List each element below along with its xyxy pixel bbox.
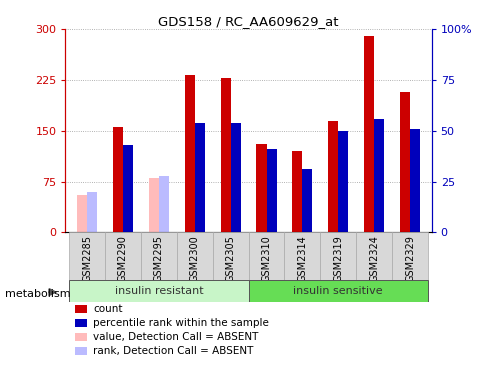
Bar — [338, 131, 348, 232]
Text: GSM2305: GSM2305 — [225, 235, 235, 282]
Bar — [77, 195, 87, 232]
Bar — [105, 232, 140, 280]
Bar — [220, 78, 230, 232]
Bar — [212, 232, 248, 280]
Bar — [374, 119, 383, 232]
Bar — [113, 127, 122, 232]
Text: GSM2295: GSM2295 — [153, 235, 164, 282]
Bar — [284, 232, 320, 280]
Bar — [266, 149, 276, 232]
Text: insulin resistant: insulin resistant — [114, 286, 203, 296]
Bar — [302, 169, 312, 232]
Bar — [69, 280, 248, 302]
Text: GSM2319: GSM2319 — [333, 235, 343, 281]
Text: percentile rank within the sample: percentile rank within the sample — [93, 318, 269, 328]
Text: GSM2285: GSM2285 — [82, 235, 92, 282]
Text: rank, Detection Call = ABSENT: rank, Detection Call = ABSENT — [93, 346, 253, 356]
Text: GSM2300: GSM2300 — [189, 235, 199, 281]
Bar — [328, 121, 338, 232]
Text: GSM2329: GSM2329 — [404, 235, 414, 282]
Bar — [409, 129, 419, 232]
Bar — [363, 36, 374, 232]
Bar — [87, 192, 97, 232]
Bar — [320, 232, 356, 280]
Text: insulin sensitive: insulin sensitive — [293, 286, 382, 296]
Text: value, Detection Call = ABSENT: value, Detection Call = ABSENT — [93, 332, 258, 342]
Bar — [184, 75, 194, 232]
Bar — [392, 232, 427, 280]
Bar — [158, 176, 168, 232]
Bar — [69, 232, 105, 280]
Text: metabolism: metabolism — [5, 289, 70, 299]
Bar — [194, 123, 204, 232]
Bar — [256, 144, 266, 232]
Text: GSM2314: GSM2314 — [297, 235, 307, 281]
Bar — [140, 232, 176, 280]
Bar — [356, 232, 392, 280]
Text: GSM2310: GSM2310 — [261, 235, 271, 281]
Bar — [176, 232, 212, 280]
Bar — [149, 178, 158, 232]
Text: GSM2324: GSM2324 — [368, 235, 378, 282]
Bar — [122, 145, 133, 232]
Bar — [292, 151, 302, 232]
Bar — [248, 232, 284, 280]
Text: count: count — [93, 304, 122, 314]
Bar — [230, 123, 240, 232]
Text: GSM2290: GSM2290 — [118, 235, 128, 282]
Bar — [248, 280, 427, 302]
Title: GDS158 / RC_AA609629_at: GDS158 / RC_AA609629_at — [158, 15, 338, 28]
Bar — [399, 92, 409, 232]
